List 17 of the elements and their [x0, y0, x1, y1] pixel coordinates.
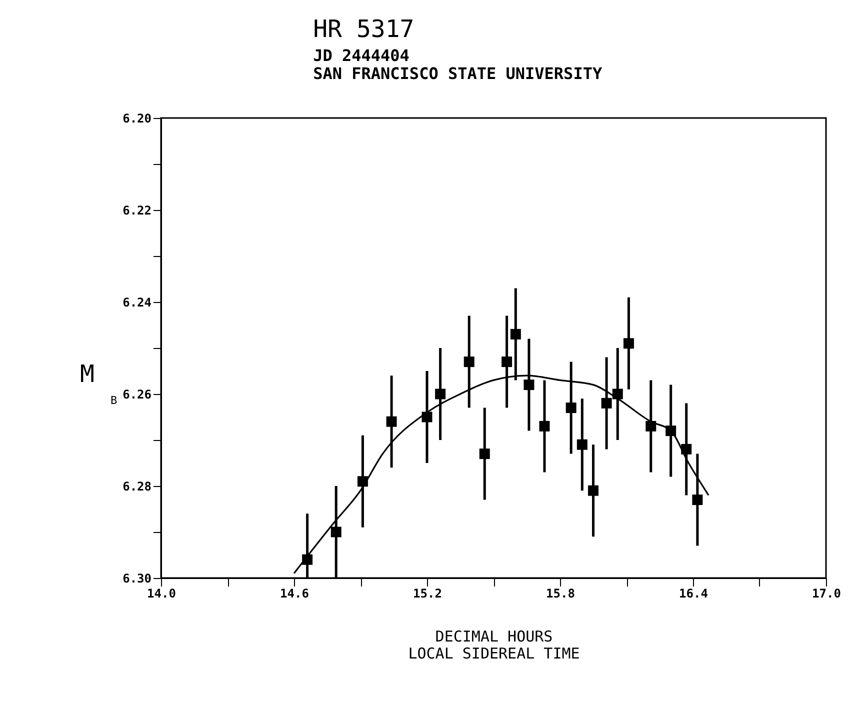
- x-tick-label: 17.0: [812, 586, 841, 600]
- y-tick-label: 6.26: [122, 388, 152, 402]
- y-tick-label: 6.28: [122, 480, 152, 494]
- x-tick-label: 16.4: [679, 586, 708, 600]
- y-tick-label: 6.20: [122, 112, 152, 126]
- x-tick-label: 14.6: [280, 586, 309, 600]
- x-tick-label: 15.8: [546, 586, 575, 600]
- y-tick-label: 6.24: [122, 296, 152, 310]
- y-tick-label: 6.22: [122, 204, 152, 218]
- chart-subtitle: JD 2444404: [313, 46, 410, 65]
- y-tick-label: 6.30: [122, 572, 152, 586]
- text: LOCAL SIDEREAL TIME: [408, 644, 580, 662]
- x-tick-label: 15.2: [413, 586, 442, 600]
- x-tick-label: 14.0: [147, 586, 176, 600]
- chart-title: HR 5317: [313, 15, 414, 43]
- text: SAN FRANCISCO STATE UNIVERSITY: [313, 64, 602, 83]
- x-axis-title: DECIMAL HOURS: [435, 628, 553, 646]
